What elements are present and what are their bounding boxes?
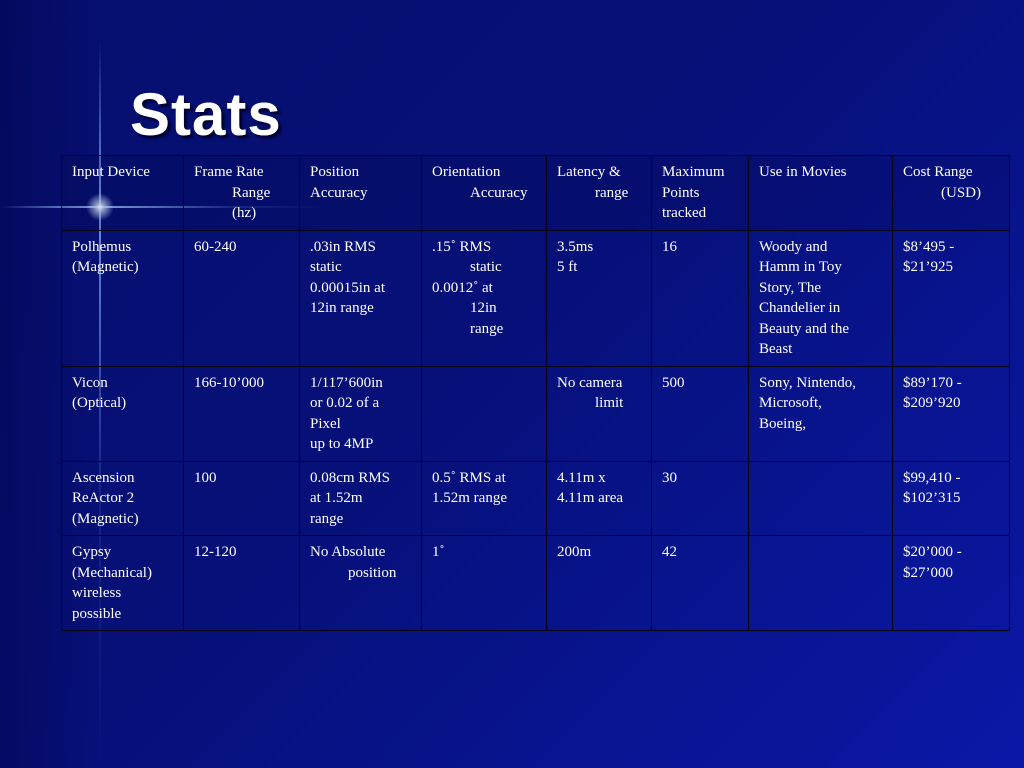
cell-use-in-movies (748, 535, 893, 631)
cell-frame-rate: 100 (183, 460, 300, 536)
cell-frame-rate: 12-120 (183, 535, 300, 631)
cell-maximum-points: 16 (651, 229, 749, 367)
header-frame-rate: Frame Rate Range (hz) (183, 155, 300, 231)
cell-cost-range: $99,410 - $102’315 (892, 460, 1010, 536)
header-maximum-points: Maximum Points tracked (651, 155, 749, 231)
cell-position-accuracy: 0.08cm RMS at 1.52m range (299, 460, 422, 536)
cell-frame-rate: 60-240 (183, 229, 300, 367)
cell-latency-range: 3.5ms 5 ft (546, 229, 652, 367)
cell-frame-rate: 166-10’000 (183, 365, 300, 462)
table-row: Ascension ReActor 2 (Magnetic) 100 0.08c… (61, 460, 1010, 536)
cell-input-device: Gypsy (Mechanical) wireless possible (61, 535, 184, 631)
cell-latency-range: 200m (546, 535, 652, 631)
cell-input-device: Polhemus (Magnetic) (61, 229, 184, 367)
header-input-device: Input Device (61, 155, 184, 231)
cell-cost-range: $89’170 - $209’920 (892, 365, 1010, 462)
cell-input-device: Vicon (Optical) (61, 365, 184, 462)
cell-orientation-accuracy (421, 365, 547, 462)
stats-table: Input Device Frame Rate Range (hz) Posit… (61, 155, 1010, 631)
table-header-row: Input Device Frame Rate Range (hz) Posit… (61, 155, 1010, 231)
header-use-in-movies: Use in Movies (748, 155, 893, 231)
cell-use-in-movies: Sony, Nintendo, Microsoft, Boeing, (748, 365, 893, 462)
cell-orientation-accuracy: .15˚ RMS static 0.0012˚ at 12in range (421, 229, 547, 367)
table-row: Gypsy (Mechanical) wireless possible 12-… (61, 535, 1010, 631)
header-cost-range: Cost Range (USD) (892, 155, 1010, 231)
cell-maximum-points: 30 (651, 460, 749, 536)
cell-maximum-points: 500 (651, 365, 749, 462)
cell-orientation-accuracy: 0.5˚ RMS at 1.52m range (421, 460, 547, 536)
header-position-accuracy: Position Accuracy (299, 155, 422, 231)
cell-position-accuracy: 1/117’600in or 0.02 of a Pixel up to 4MP (299, 365, 422, 462)
table-row: Polhemus (Magnetic) 60-240 .03in RMS sta… (61, 229, 1010, 367)
cell-use-in-movies: Woody and Hamm in Toy Story, The Chandel… (748, 229, 893, 367)
cell-position-accuracy: No Absolute position (299, 535, 422, 631)
header-latency-range: Latency & range (546, 155, 652, 231)
table-row: Vicon (Optical) 166-10’000 1/117’600in o… (61, 365, 1010, 462)
cell-orientation-accuracy: 1˚ (421, 535, 547, 631)
cell-cost-range: $8’495 - $21’925 (892, 229, 1010, 367)
cell-input-device: Ascension ReActor 2 (Magnetic) (61, 460, 184, 536)
cell-use-in-movies (748, 460, 893, 536)
cell-position-accuracy: .03in RMS static 0.00015in at 12in range (299, 229, 422, 367)
cell-cost-range: $20’000 - $27’000 (892, 535, 1010, 631)
slide-title: Stats (130, 81, 282, 148)
cell-latency-range: No camera limit (546, 365, 652, 462)
header-orientation-accuracy: Orientation Accuracy (421, 155, 547, 231)
cell-maximum-points: 42 (651, 535, 749, 631)
cell-latency-range: 4.11m x 4.11m area (546, 460, 652, 536)
